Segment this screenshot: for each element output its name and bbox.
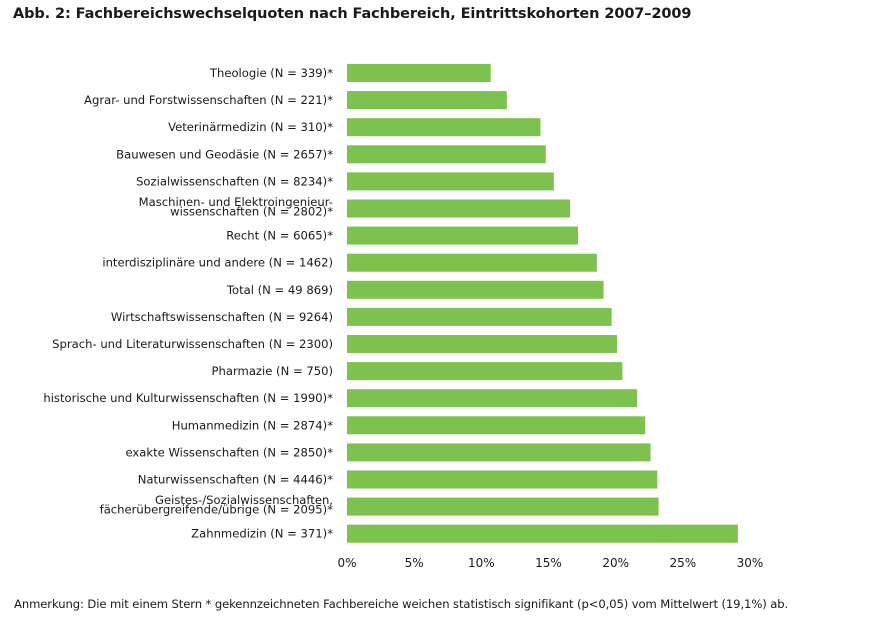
x-tick-label-6: 30% (737, 556, 764, 570)
bar-12 (347, 389, 638, 408)
bar-17 (347, 524, 738, 543)
x-tick-label-0: 0% (337, 556, 356, 570)
category-label-0: Theologie (N = 339)* (209, 66, 333, 80)
category-label-17: Zahnmedizin (N = 371)* (191, 527, 333, 541)
category-label-12: historische und Kulturwissenschaften (N … (43, 391, 333, 405)
bar-9 (347, 307, 612, 326)
category-label-6: Recht (N = 6065)* (226, 229, 333, 243)
bar-8 (347, 280, 604, 299)
bars-group (347, 64, 738, 543)
bar-1 (347, 91, 507, 110)
bar-13 (347, 416, 646, 435)
x-tick-label-3: 15% (535, 556, 562, 570)
category-label-9: Wirtschaftswissenschaften (N = 9264) (111, 310, 333, 324)
category-label-13: Humanmedizin (N = 2874)* (172, 418, 333, 432)
bar-15 (347, 470, 658, 489)
category-label-4: Sozialwissenschaften (N = 8234)* (136, 174, 333, 188)
bar-0 (347, 64, 491, 82)
bar-7 (347, 253, 597, 272)
category-label-16: Geistes-/Sozialwissenschaften, fächerüber… (100, 493, 334, 516)
bar-5 (347, 199, 570, 218)
category-labels-group: Theologie (N = 339)* Agrar- und Forstwiss… (43, 66, 333, 541)
x-tick-label-2: 10% (468, 556, 495, 570)
category-label-15: Naturwissenschaften (N = 4446)* (138, 473, 333, 487)
bar-4 (347, 172, 554, 191)
x-tick-label-4: 20% (602, 556, 629, 570)
chart-title: Abb. 2: Fachbereichswechselquoten nach F… (13, 6, 692, 22)
x-tick-label-5: 25% (669, 556, 696, 570)
bar-10 (347, 335, 618, 353)
x-axis-ticks-group: 0% 5% 10% 15% 20% 25% 30% (337, 556, 763, 570)
category-label-7: interdisziplinäre und andere (N = 1462) (102, 256, 333, 270)
category-label-10: Sprach- und Literaturwissenschaften (N =… (52, 337, 333, 351)
x-tick-label-1: 5% (405, 556, 424, 570)
category-label-11: Pharmazie (N = 750) (212, 364, 333, 378)
bar-3 (347, 145, 546, 164)
category-label-1: Agrar- und Forstwissenschaften (N = 221)… (84, 93, 333, 107)
bar-16 (347, 497, 659, 516)
category-label-3: Bauwesen und Geodäsie (N = 2657)* (116, 147, 333, 161)
category-label-5: Maschinen- und Elektroingenieur-wissensc… (139, 195, 334, 219)
category-label-14: exakte Wissenschaften (N = 2850)* (125, 445, 333, 459)
category-label-8: Total (N = 49 869) (226, 283, 333, 297)
bar-11 (347, 362, 623, 381)
category-label-2: Veterinärmedizin (N = 310)* (168, 120, 333, 134)
bar-6 (347, 226, 579, 245)
footnote: Anmerkung: Die mit einem Stern * gekennz… (14, 597, 789, 611)
bar-2 (347, 118, 541, 137)
bar-14 (347, 443, 651, 462)
